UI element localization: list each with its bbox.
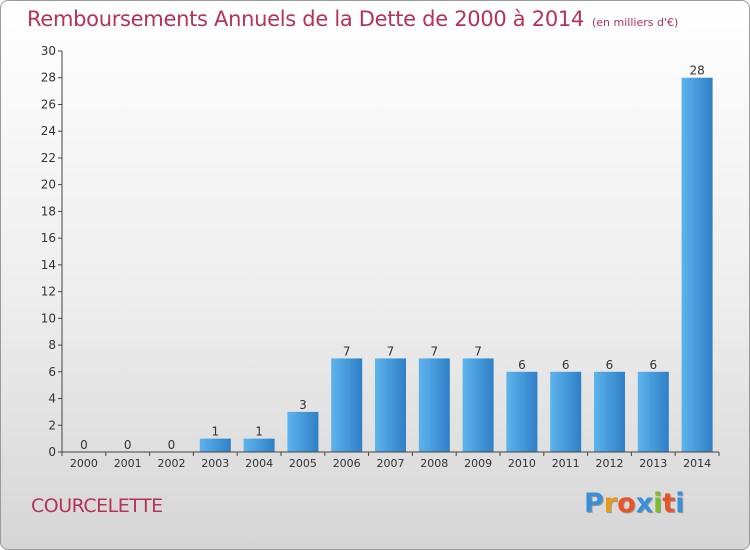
x-tick-label: 2012 — [596, 457, 624, 470]
y-tick-label: 22 — [41, 151, 56, 165]
y-tick-label: 10 — [41, 311, 56, 325]
x-tick-label: 2000 — [70, 457, 98, 470]
data-label-2006: 7 — [343, 344, 351, 358]
data-label-2010: 6 — [518, 358, 526, 372]
x-tick-label: 2008 — [420, 457, 448, 470]
x-tick-label: 2003 — [201, 457, 229, 470]
x-tick-label: 2010 — [508, 457, 536, 470]
y-tick-label: 20 — [41, 178, 56, 192]
data-label-2013: 6 — [649, 358, 657, 372]
bar-2009 — [462, 358, 494, 452]
y-tick-label: 2 — [48, 418, 56, 432]
data-label-2009: 7 — [474, 344, 482, 358]
y-tick-label: 4 — [48, 392, 56, 406]
y-tick-label: 0 — [48, 445, 56, 459]
y-tick-label: 8 — [48, 338, 56, 352]
bar-2008 — [418, 358, 450, 452]
logo-letter: P — [584, 488, 604, 519]
data-label-2007: 7 — [387, 344, 395, 358]
x-tick-label: 2006 — [333, 457, 361, 470]
x-tick-label: 2009 — [464, 457, 492, 470]
x-axis: 2000 2001 2002 2003 2004 2005 2006 2007 2008 2009… — [61, 451, 720, 470]
x-tick-label: 2007 — [377, 457, 405, 470]
proxiti-logo[interactable]: Proxiti — [584, 488, 685, 519]
x-tick-label: 2013 — [639, 457, 667, 470]
bar-2003 — [199, 438, 231, 452]
data-label-2014: 28 — [689, 64, 704, 78]
y-tick-label: 14 — [41, 258, 56, 272]
data-label-2011: 6 — [562, 358, 570, 372]
logo-letter: i — [653, 488, 663, 519]
bar-2011 — [550, 371, 582, 452]
x-tick-label: 2004 — [245, 457, 273, 470]
y-tick-label: 16 — [41, 231, 56, 245]
data-label-2005: 3 — [299, 398, 307, 412]
data-label-2000: 0 — [80, 438, 88, 452]
data-label-2008: 7 — [430, 344, 438, 358]
y-tick-label: 28 — [41, 71, 56, 85]
x-tick-label: 2011 — [552, 457, 580, 470]
x-tick-label: 2001 — [114, 457, 142, 470]
data-label-2002: 0 — [168, 438, 176, 452]
x-tick-label: 2002 — [158, 457, 186, 470]
y-tick-label: 6 — [48, 365, 56, 379]
data-label-2004: 1 — [255, 425, 263, 439]
data-label-2001: 0 — [124, 438, 132, 452]
bar-2010 — [506, 371, 538, 452]
y-tick-label: 18 — [41, 204, 56, 218]
bar-2006 — [331, 358, 363, 452]
bar-2013 — [637, 371, 669, 452]
logo-letter: t — [662, 488, 676, 519]
title-text: Remboursements Annuels de la Dette de 20… — [27, 7, 584, 31]
chart-title: Remboursements Annuels de la Dette de 20… — [27, 7, 678, 31]
y-tick-label: 26 — [41, 97, 56, 111]
y-tick-label: 24 — [41, 124, 56, 138]
bar-2014 — [681, 77, 713, 452]
data-labels-group: 0 0 0 1 1 3 7 7 7 7 6 6 6 6 28 — [80, 64, 705, 452]
bar-2004 — [243, 438, 275, 452]
data-label-2003: 1 — [211, 425, 219, 439]
y-tick-label: 30 — [41, 44, 56, 58]
bar-2005 — [287, 411, 319, 452]
bar-2012 — [594, 371, 625, 452]
commune-name: COURCELETTE — [31, 495, 163, 517]
y-tick-label: 12 — [41, 285, 56, 299]
x-tick-label: 2005 — [289, 457, 317, 470]
x-tick-label: 2014 — [683, 457, 711, 470]
logo-letter: i — [675, 488, 685, 519]
logo-letter: r — [603, 488, 618, 519]
logo-letter: o — [617, 488, 636, 519]
data-label-2012: 6 — [606, 358, 614, 372]
logo-letter: x — [635, 488, 654, 519]
chart-subtitle: (en milliers d'€) — [592, 16, 679, 29]
bar-2007 — [375, 358, 406, 452]
bars-group — [199, 77, 713, 452]
